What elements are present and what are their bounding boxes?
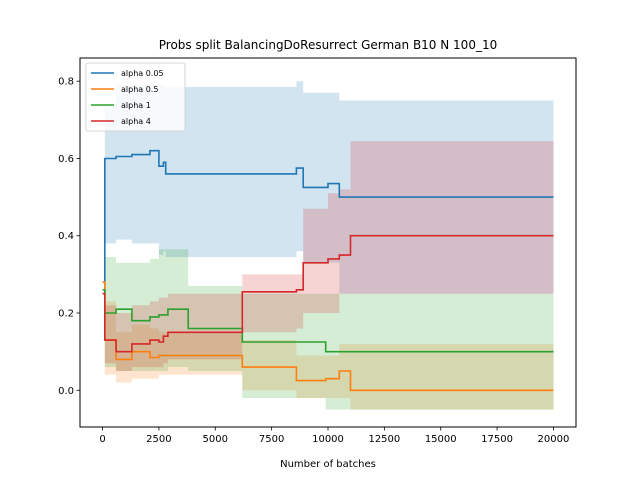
x-tick-label: 17500 (481, 434, 513, 445)
band-series-2 (102, 249, 554, 410)
legend: alpha 0.05 alpha 0.5 alpha 1 alpha 4 (85, 62, 186, 132)
legend-box (85, 62, 186, 132)
legend-label-3: alpha 4 (121, 117, 151, 126)
y-tick-label: 0.0 (58, 386, 74, 397)
x-tick-label: 2500 (146, 434, 171, 445)
x-axis-label: Number of batches (280, 459, 376, 470)
x-tick-label: 20000 (538, 434, 570, 445)
x-tick-label: 7500 (259, 434, 284, 445)
line-series-2 (102, 289, 554, 353)
line-series-3 (102, 234, 554, 353)
y-tick-label: 0.6 (58, 154, 74, 165)
band-series-3 (102, 141, 554, 371)
y-tick-label: 0.4 (58, 231, 74, 242)
line-series-1 (102, 281, 554, 392)
y-axis: 0.0 0.2 0.4 0.6 0.8 (58, 77, 80, 397)
y-tick-label: 0.2 (58, 309, 74, 320)
line-series-0 (102, 149, 554, 295)
x-tick-label: 15000 (425, 434, 457, 445)
y-tick-label: 0.8 (58, 77, 74, 88)
band-series-1 (102, 278, 554, 410)
legend-label-2: alpha 1 (121, 101, 151, 110)
legend-label-1: alpha 0.5 (121, 85, 158, 94)
x-tick-label: 5000 (203, 434, 228, 445)
x-tick-label: 0 (99, 434, 105, 445)
series-lines (102, 149, 554, 392)
legend-label-0: alpha 0.05 (121, 69, 164, 78)
x-tick-label: 10000 (312, 434, 344, 445)
chart-title: Probs split BalancingDoResurrect German … (159, 38, 497, 52)
x-axis: 0 2500 5000 7500 10000 12500 15000 17500 20000 (99, 427, 569, 445)
x-tick-label: 12500 (368, 434, 400, 445)
